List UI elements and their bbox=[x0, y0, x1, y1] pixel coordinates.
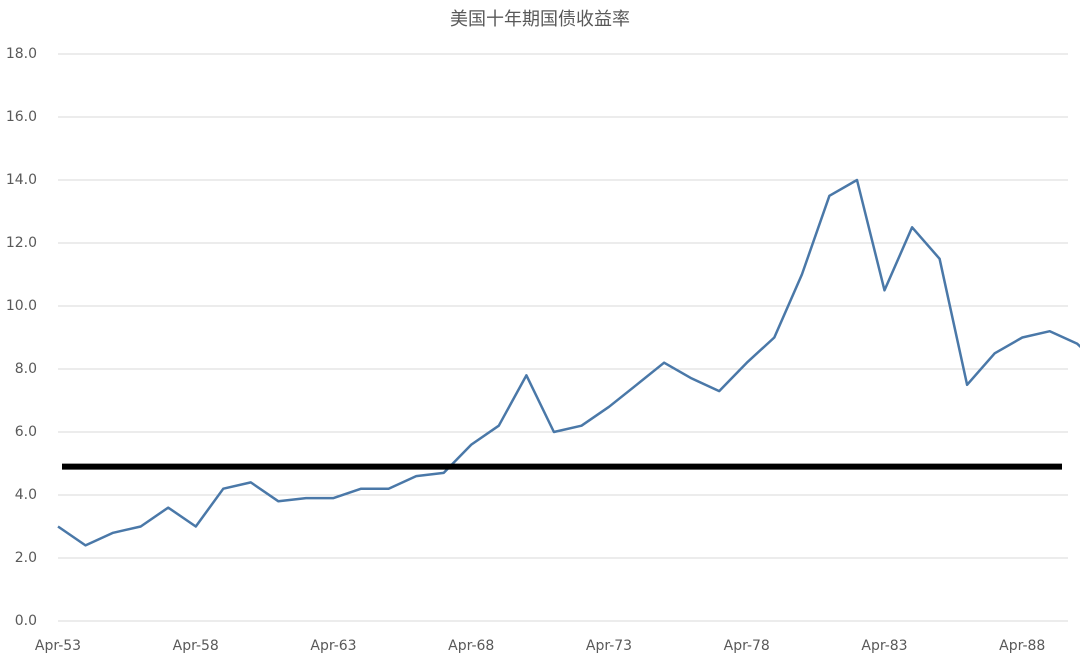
x-tick-label: Apr-73 bbox=[586, 638, 632, 654]
y-tick-label: 6.0 bbox=[15, 424, 37, 440]
chart-title: 美国十年期国债收益率 bbox=[450, 9, 630, 30]
y-tick-label: 12.0 bbox=[6, 235, 37, 251]
x-tick-label: Apr-88 bbox=[999, 638, 1045, 654]
y-tick-label: 14.0 bbox=[6, 172, 37, 188]
y-tick-label: 18.0 bbox=[6, 46, 37, 62]
y-tick-label: 16.0 bbox=[6, 109, 37, 125]
x-tick-label: Apr-63 bbox=[310, 638, 356, 654]
x-tick-label: Apr-58 bbox=[173, 638, 219, 654]
y-tick-label: 0.0 bbox=[15, 613, 37, 629]
x-tick-label: Apr-78 bbox=[724, 638, 770, 654]
y-tick-label: 10.0 bbox=[6, 298, 37, 314]
x-tick-label: Apr-53 bbox=[35, 638, 81, 654]
line-series bbox=[57, 178, 1080, 547]
x-tick-label: Apr-68 bbox=[448, 638, 494, 654]
y-tick-label: 4.0 bbox=[15, 487, 37, 503]
y-tick-label: 2.0 bbox=[15, 550, 37, 566]
x-tick-label: Apr-83 bbox=[861, 638, 907, 654]
y-tick-label: 8.0 bbox=[15, 361, 37, 377]
